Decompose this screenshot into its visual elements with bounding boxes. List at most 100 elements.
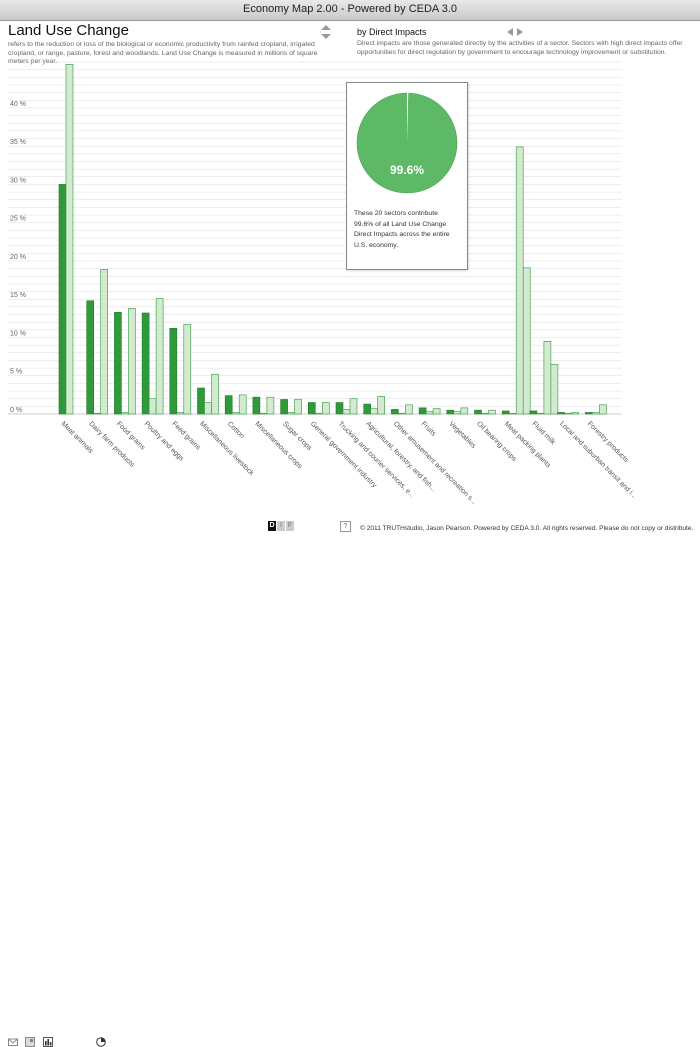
- bar-chart: 0 %5 %10 %15 %20 %25 %30 %35 %40 %Meat a…: [8, 61, 638, 506]
- bar: [100, 269, 108, 415]
- bar: [148, 398, 157, 415]
- help-button[interactable]: ?: [340, 521, 351, 532]
- bar: [259, 412, 268, 415]
- bar: [418, 407, 427, 415]
- bar: [481, 412, 489, 415]
- bar: [432, 408, 441, 415]
- bar: [391, 409, 399, 415]
- summary-pie-chart: [356, 92, 458, 194]
- summary-percent: 99.6%: [389, 163, 425, 177]
- bar: [155, 298, 164, 415]
- y-tick-label: 40 %: [10, 101, 26, 108]
- category-label: Vegetables: [447, 420, 477, 450]
- bar: [252, 396, 261, 415]
- view-final-button[interactable]: F: [286, 521, 294, 531]
- bar: [169, 327, 178, 415]
- category-label: Fruits: [420, 420, 438, 438]
- bar: [349, 398, 358, 415]
- y-tick-label: 5 %: [10, 369, 22, 376]
- bar: [398, 412, 406, 415]
- bar: [121, 412, 129, 415]
- bar: [515, 146, 524, 415]
- pie-chart-icon[interactable]: [96, 1037, 106, 1047]
- bar: [65, 63, 74, 415]
- metric-sort-arrows-icon[interactable]: [320, 24, 332, 40]
- bar: [543, 341, 552, 415]
- bar: [536, 412, 545, 415]
- photo-icon[interactable]: [25, 1037, 35, 1047]
- category-label: Cotton: [226, 420, 246, 440]
- bar: [280, 399, 288, 415]
- bar: [474, 409, 482, 415]
- bar: [405, 404, 413, 415]
- bar: [93, 412, 101, 415]
- bar: [550, 363, 559, 415]
- category-label: Meat packing plants: [503, 420, 552, 469]
- mail-icon[interactable]: [8, 1037, 18, 1047]
- bar: [231, 412, 240, 415]
- view-direct-button[interactable]: D: [268, 521, 276, 531]
- metric-title: Land Use Change: [8, 22, 129, 39]
- bar: [460, 407, 469, 415]
- view-title: by Direct Impacts: [357, 27, 427, 37]
- bar: [363, 403, 372, 415]
- bar: [238, 394, 247, 415]
- bar: [204, 402, 212, 415]
- bar: [564, 412, 572, 415]
- bar: [453, 411, 462, 415]
- y-tick-label: 15 %: [10, 292, 26, 299]
- bar: [321, 402, 330, 415]
- y-tick-label: 35 %: [10, 139, 26, 146]
- bar: [508, 412, 517, 415]
- view-description: Direct impacts are those generated direc…: [357, 40, 683, 56]
- bar: [529, 410, 538, 415]
- bar: [598, 404, 607, 415]
- bar: [584, 412, 593, 415]
- bar: [335, 402, 344, 415]
- summary-tooltip: 99.6% These 20 sectors contribute 99.6% …: [346, 82, 468, 270]
- bar: [58, 184, 67, 415]
- bar: [314, 412, 323, 415]
- bar: [141, 312, 150, 415]
- bar: [114, 311, 122, 415]
- bar: [294, 399, 302, 415]
- bar: [197, 387, 205, 415]
- y-tick-label: 0 %: [10, 407, 22, 414]
- bar: [128, 308, 136, 415]
- window-titlebar: Economy Map 2.00 - Powered by CEDA 3.0: [0, 0, 700, 21]
- bar: [446, 409, 455, 415]
- summary-text: These 20 sectors contribute 99.6% of all…: [354, 210, 450, 249]
- bar: [342, 409, 351, 415]
- bar: [377, 396, 386, 415]
- footer: D I F ? © 2011 TRUTHstudio, Jason Pearso…: [0, 516, 700, 1047]
- bar: [211, 373, 219, 415]
- bar: [488, 409, 496, 415]
- category-label: Miscellaneous livestock: [198, 420, 255, 477]
- category-label: Fluid milk: [530, 420, 556, 446]
- copyright-text: © 2011 TRUTHstudio, Jason Pearson. Power…: [360, 525, 694, 532]
- window-title: Economy Map 2.00 - Powered by CEDA 3.0: [243, 3, 457, 15]
- y-tick-label: 20 %: [10, 254, 26, 261]
- bar: [591, 412, 600, 415]
- category-label: Miscellaneous crops: [253, 420, 303, 470]
- bar: [370, 408, 379, 415]
- bar: [176, 412, 185, 415]
- view-switch-arrows-icon[interactable]: [506, 27, 524, 37]
- view-indirect-button[interactable]: I: [277, 521, 285, 531]
- bar: [287, 412, 295, 415]
- bar: [425, 411, 434, 415]
- y-tick-label: 10 %: [10, 330, 26, 337]
- y-tick-label: 25 %: [10, 216, 26, 223]
- bar: [183, 324, 192, 415]
- bar: [557, 412, 565, 415]
- bar: [266, 396, 275, 415]
- y-tick-label: 30 %: [10, 177, 26, 184]
- bar: [571, 412, 579, 415]
- metric-description: refers to the reduction or loss of the b…: [8, 41, 318, 66]
- bar: [224, 395, 233, 415]
- bar: [522, 267, 531, 415]
- bar: [501, 410, 510, 415]
- bar: [86, 300, 94, 415]
- bar: [307, 402, 316, 415]
- bar-chart-icon[interactable]: [43, 1037, 53, 1047]
